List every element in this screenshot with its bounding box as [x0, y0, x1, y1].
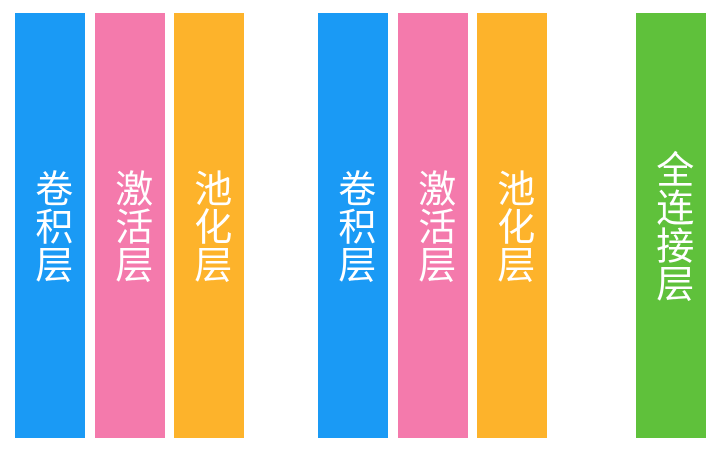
pooling-layer-block-2: 池化层 [477, 13, 547, 438]
fully-connected-layer-block: 全连接层 [636, 13, 706, 438]
conv-layer-block-2: 卷积层 [318, 13, 388, 438]
activation-layer-label-2: 激活层 [411, 168, 456, 283]
pooling-layer-label-1: 池化层 [187, 168, 232, 283]
pooling-layer-block-1: 池化层 [174, 13, 244, 438]
pooling-layer-label-2: 池化层 [490, 168, 535, 283]
conv-layer-label-2: 卷积层 [331, 168, 376, 283]
activation-layer-label-1: 激活层 [108, 168, 153, 283]
fully-connected-layer-label: 全连接层 [649, 149, 694, 302]
conv-layer-label-1: 卷积层 [28, 168, 73, 283]
conv-layer-block-1: 卷积层 [15, 13, 85, 438]
activation-layer-block-2: 激活层 [398, 13, 468, 438]
activation-layer-block-1: 激活层 [95, 13, 165, 438]
